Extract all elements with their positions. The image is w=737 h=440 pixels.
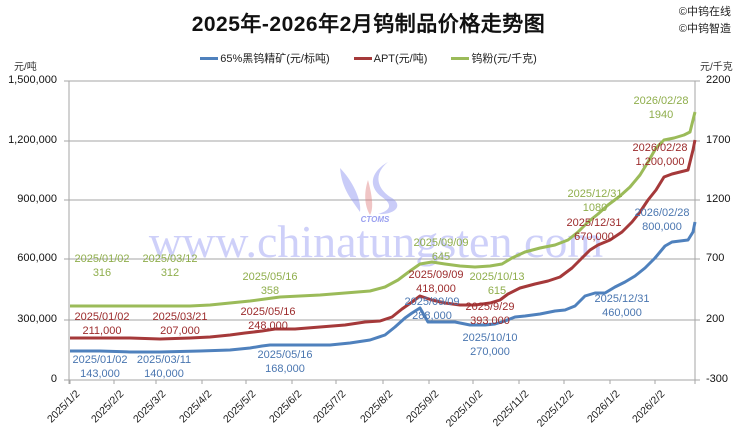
annotation-tungsten_concentrate: 2025/12/31 460,000	[594, 293, 650, 319]
left-tick: 600,000	[17, 252, 57, 264]
right-axis-unit: 元/千克	[700, 62, 733, 73]
right-tick: 200	[706, 313, 725, 325]
legend-label: APT(元/吨)	[373, 53, 428, 65]
annotation-tungsten_powder: 2025/05/16 358	[242, 271, 298, 297]
series-lines	[70, 111, 697, 354]
left-tick: 1,200,000	[8, 134, 57, 146]
legend-swatch-concentrate	[200, 56, 219, 60]
annotation-tungsten_powder: 2025/09/09 645	[413, 237, 469, 263]
legend-item-powder[interactable]: 钨粉(元/千克)	[451, 50, 537, 66]
x-axis-ticks	[69, 380, 696, 384]
series-line-tungsten_concentrate	[70, 221, 697, 354]
annotation-apt: 2025/12/31 670,000	[566, 217, 622, 243]
annotation-apt: 2025/01/02 211,000	[74, 311, 130, 337]
annotation-apt: 2025/9/29 393,000	[465, 301, 515, 327]
left-tick: 1,500,000	[8, 74, 57, 86]
annotation-apt: 2025/09/09 418,000	[408, 269, 464, 295]
legend-item-concentrate[interactable]: 65%黑钨精矿(元/标吨)	[200, 50, 330, 66]
annotation-tungsten_powder: 2026/02/28 1940	[633, 95, 689, 121]
right-tick: 700	[706, 252, 725, 264]
watermark-text: www.chinatungsten.com	[149, 216, 604, 267]
left-tick: 300,000	[17, 313, 57, 325]
right-tick: 1700	[706, 134, 731, 146]
annotation-apt: 2025/03/21 207,000	[152, 311, 208, 337]
annotation-tungsten_concentrate: 2025/05/16 168,000	[257, 349, 313, 375]
right-tick: 1200	[706, 193, 731, 205]
annotation-apt: 2026/02/28 1,200,000	[632, 142, 688, 168]
annotation-tungsten_concentrate: 2026/02/28 800,000	[634, 207, 690, 233]
left-tick: 900,000	[17, 193, 57, 205]
left-tick: 0	[50, 373, 57, 385]
credit-line-2: ©中钨智造	[678, 23, 731, 35]
annotation-tungsten_concentrate: 2025/01/02 143,000	[72, 354, 128, 380]
legend-label: 65%黑钨精矿(元/标吨)	[220, 53, 330, 65]
annotation-tungsten_concentrate: 2025/09/09 288,000	[404, 296, 460, 322]
series-line-apt	[70, 139, 697, 341]
right-tick: -300	[706, 373, 729, 385]
annotation-tungsten_concentrate: 2025/10/10 270,000	[462, 332, 518, 358]
legend-label: 钨粉(元/千克)	[471, 53, 537, 65]
ctoms-logo-text: CTOMS	[361, 215, 390, 224]
annotation-tungsten_concentrate: 2025/03/11 140,000	[136, 354, 192, 380]
chart-title: 2025年-2026年2月钨制品价格走势图	[191, 13, 546, 36]
legend-swatch-powder	[451, 56, 470, 60]
legend: 65%黑钨精矿(元/标吨) APT(元/吨) 钨粉(元/千克)	[0, 50, 737, 66]
annotation-tungsten_powder: 2025/01/02 316	[74, 253, 130, 279]
annotation-tungsten_powder: 2025/03/12 312	[142, 253, 198, 279]
annotation-tungsten_powder: 2025/12/31 1080	[567, 188, 623, 214]
ctoms-logo-watermark	[340, 162, 398, 215]
right-tick: 2200	[706, 74, 731, 86]
credits: ©中钨在线 ©中钨智造	[679, 4, 731, 38]
series-line-tungsten_powder	[70, 111, 697, 308]
left-axis-unit: 元/吨	[14, 62, 37, 73]
legend-swatch-apt	[353, 56, 372, 60]
legend-item-apt[interactable]: APT(元/吨)	[353, 50, 428, 66]
annotation-apt: 2025/05/16 248,000	[240, 306, 296, 332]
annotation-tungsten_powder: 2025/10/13 615	[469, 271, 525, 297]
credit-line-1: ©中钨在线	[678, 6, 731, 18]
